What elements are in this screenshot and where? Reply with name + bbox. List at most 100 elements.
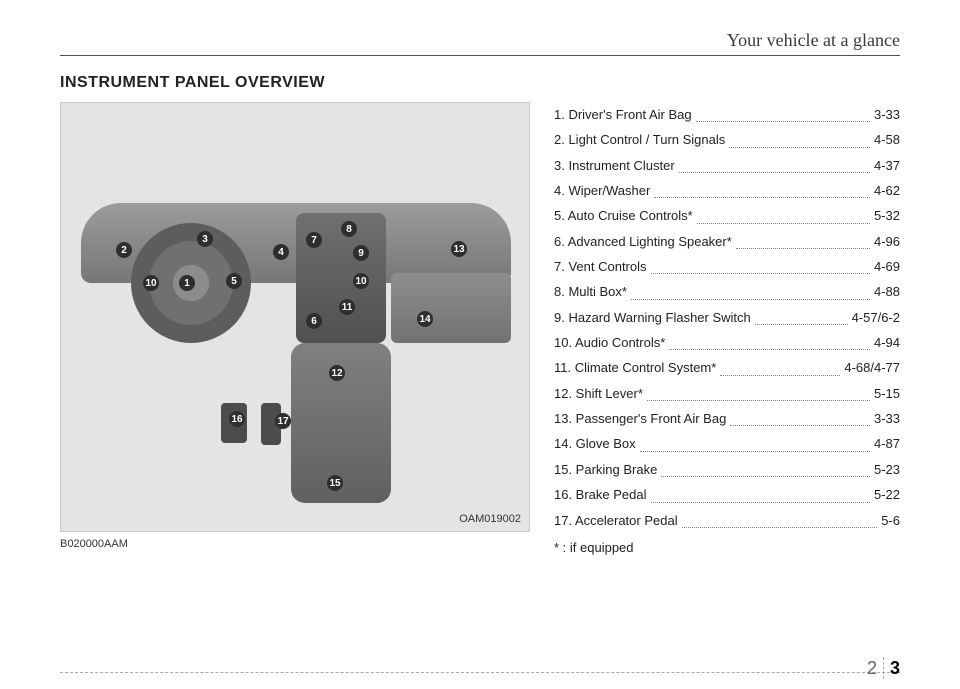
list-item-ref: 4-94 — [874, 330, 900, 355]
list-item-ref: 4-58 — [874, 127, 900, 152]
leader-dots — [654, 178, 870, 198]
list-item-ref: 4-68/4-77 — [844, 355, 900, 380]
list-item: 17. Accelerator Pedal 5-6 — [554, 508, 900, 533]
callout-1: 1 — [179, 275, 195, 291]
page-number-separator — [883, 657, 884, 679]
list-item-ref: 5-15 — [874, 381, 900, 406]
list-item: 3. Instrument Cluster 4-37 — [554, 153, 900, 178]
list-item-ref: 4-62 — [874, 178, 900, 203]
list-item: 16. Brake Pedal 5-22 — [554, 482, 900, 507]
leader-dots — [661, 457, 870, 477]
dashboard-illustration — [61, 103, 529, 531]
page: Your vehicle at a glance INSTRUMENT PANE… — [0, 0, 960, 689]
leader-dots — [696, 102, 870, 122]
list-item-ref: 4-88 — [874, 279, 900, 304]
list-item: 14. Glove Box 4-87 — [554, 431, 900, 456]
leader-dots — [651, 254, 870, 274]
list-item-label: 3. Instrument Cluster — [554, 153, 675, 178]
callout-4: 4 — [273, 244, 289, 260]
leader-dots — [730, 406, 870, 426]
leader-dots — [720, 355, 840, 375]
list-item-label: 11. Climate Control System* — [554, 355, 716, 380]
list-item: 1. Driver's Front Air Bag 3-33 — [554, 102, 900, 127]
header-rule — [60, 55, 900, 56]
list-item-label: 10. Audio Controls* — [554, 330, 665, 355]
list-item-label: 14. Glove Box — [554, 431, 636, 456]
leader-dots — [679, 153, 870, 173]
list-item: 13. Passenger's Front Air Bag 3-33 — [554, 406, 900, 431]
page-numbers: 2 3 — [867, 657, 900, 679]
section-title: INSTRUMENT PANEL OVERVIEW — [60, 74, 900, 92]
list-item: 11. Climate Control System* 4-68/4-77 — [554, 355, 900, 380]
footer-dashline — [60, 672, 900, 673]
list-item-label: 15. Parking Brake — [554, 457, 657, 482]
callout-8: 8 — [341, 221, 357, 237]
list-item-label: 17. Accelerator Pedal — [554, 508, 678, 533]
callout-6: 6 — [306, 313, 322, 329]
leader-dots — [729, 127, 870, 147]
figure-column: 123456789101011121314151617 OAM019002 B0… — [60, 102, 530, 560]
callout-16: 16 — [229, 411, 245, 427]
callout-7: 7 — [306, 232, 322, 248]
leader-dots — [651, 482, 870, 502]
list-item-label: 4. Wiper/Washer — [554, 178, 650, 203]
leader-dots — [631, 279, 870, 299]
image-code: OAM019002 — [459, 513, 521, 525]
list-item-ref: 3-33 — [874, 102, 900, 127]
list-item-ref: 3-33 — [874, 406, 900, 431]
list-item-label: 5. Auto Cruise Controls* — [554, 203, 693, 228]
parts-list: 1. Driver's Front Air Bag 3-332. Light C… — [554, 102, 900, 560]
figure-caption: B020000AAM — [60, 532, 530, 550]
figure-box: 123456789101011121314151617 OAM019002 — [60, 102, 530, 532]
list-item-label: 13. Passenger's Front Air Bag — [554, 406, 726, 431]
callout-10: 10 — [353, 273, 369, 289]
footer — [60, 672, 900, 673]
list-item: 6. Advanced Lighting Speaker* 4-96 — [554, 229, 900, 254]
callout-13: 13 — [451, 241, 467, 257]
leader-dots — [640, 431, 870, 451]
leader-dots — [669, 330, 870, 350]
page-header: Your vehicle at a glance — [60, 30, 900, 55]
list-item-label: 9. Hazard Warning Flasher Switch — [554, 305, 751, 330]
callout-11: 11 — [339, 299, 355, 315]
page-number-right: 3 — [890, 658, 900, 679]
list-item-ref: 4-96 — [874, 229, 900, 254]
callout-15: 15 — [327, 475, 343, 491]
list-item: 10. Audio Controls* 4-94 — [554, 330, 900, 355]
callout-14: 14 — [417, 311, 433, 327]
list-item: 12. Shift Lever* 5-15 — [554, 381, 900, 406]
list-item-ref: 4-37 — [874, 153, 900, 178]
page-number-left: 2 — [867, 658, 877, 679]
callout-2: 2 — [116, 242, 132, 258]
header-title: Your vehicle at a glance — [727, 30, 900, 50]
list-item-label: 8. Multi Box* — [554, 279, 627, 304]
callout-10: 10 — [143, 275, 159, 291]
list-item: 15. Parking Brake 5-23 — [554, 457, 900, 482]
list-item-label: 16. Brake Pedal — [554, 482, 647, 507]
list-item-ref: 4-87 — [874, 431, 900, 456]
list-item-ref: 5-6 — [881, 508, 900, 533]
list-item-label: 6. Advanced Lighting Speaker* — [554, 229, 732, 254]
content-row: 123456789101011121314151617 OAM019002 B0… — [60, 102, 900, 560]
leader-dots — [755, 305, 848, 325]
list-item: 7. Vent Controls 4-69 — [554, 254, 900, 279]
list-item-label: 2. Light Control / Turn Signals — [554, 127, 725, 152]
callout-5: 5 — [226, 273, 242, 289]
callout-12: 12 — [329, 365, 345, 381]
list-item-ref: 5-32 — [874, 203, 900, 228]
list-item: 8. Multi Box* 4-88 — [554, 279, 900, 304]
leader-dots — [682, 508, 878, 528]
footnote: * : if equipped — [554, 533, 900, 560]
list-item-ref: 4-69 — [874, 254, 900, 279]
leader-dots — [697, 203, 870, 223]
list-item: 9. Hazard Warning Flasher Switch 4-57/6-… — [554, 305, 900, 330]
list-item: 4. Wiper/Washer 4-62 — [554, 178, 900, 203]
callout-3: 3 — [197, 231, 213, 247]
list-item: 2. Light Control / Turn Signals 4-58 — [554, 127, 900, 152]
list-item-ref: 4-57/6-2 — [852, 305, 900, 330]
leader-dots — [647, 381, 870, 401]
list-item-label: 12. Shift Lever* — [554, 381, 643, 406]
list-item-ref: 5-23 — [874, 457, 900, 482]
list-item-label: 7. Vent Controls — [554, 254, 647, 279]
list-item: 5. Auto Cruise Controls* 5-32 — [554, 203, 900, 228]
